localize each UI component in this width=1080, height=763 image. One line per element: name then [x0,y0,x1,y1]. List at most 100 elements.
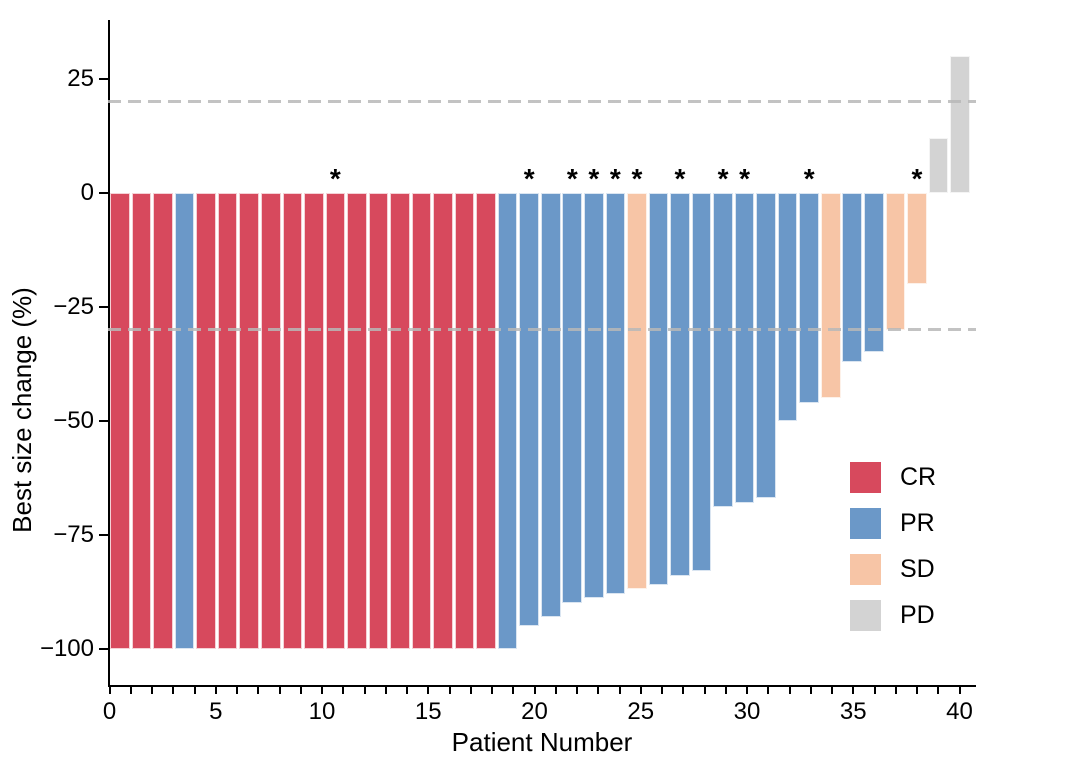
significance-asterisk: * [329,163,341,195]
x-tick [321,685,323,694]
bar-patient-6 [217,193,238,649]
y-tick [99,192,108,195]
x-tick-label: 35 [839,698,867,725]
x-tick-label: 40 [946,698,973,725]
significance-asterisk: * [739,163,751,195]
x-tick [852,685,855,694]
x-tick [767,685,770,694]
x-tick [661,685,663,694]
significance-asterisk: * [588,163,600,195]
y-tick [99,419,108,422]
y-tick-label: −25 [53,292,94,320]
x-tick [958,685,961,694]
x-tick-label: 0 [102,698,117,725]
legend-swatch-cr [850,462,881,493]
bar-patient-37 [885,193,906,330]
y-tick [99,78,108,81]
x-tick [214,685,217,694]
x-tick [554,685,557,694]
x-tick [916,685,918,694]
x-tick-label: 15 [414,698,442,725]
x-tick [384,685,387,694]
x-tick [363,685,366,694]
y-axis-line [108,20,110,687]
x-tick [533,685,536,694]
bar-patient-1 [110,193,130,649]
bar-patient-35 [842,193,863,362]
bar-patient-8 [260,193,281,649]
y-tick-label: −50 [53,406,94,434]
x-tick [172,685,175,694]
bar-patient-33 [799,193,819,403]
x-tick [576,685,578,694]
x-tick [512,685,515,694]
y-tick-label: 0 [80,179,94,207]
bar-patient-3 [153,193,173,649]
x-tick [703,685,706,694]
significance-asterisk: * [523,163,535,195]
x-tick [937,685,940,694]
bar-patient-16 [433,193,453,649]
bar-patient-38 [907,193,927,285]
bar-patient-24 [605,193,626,594]
x-tick [491,685,493,694]
legend-label: PD [900,601,935,629]
bar-patient-23 [584,193,604,599]
bar-patient-40 [950,56,970,194]
legend-swatch-pr [850,508,881,539]
bar-patient-20 [519,193,540,626]
x-tick [682,685,685,694]
x-tick [236,685,238,694]
legend-item-pr: PR [850,508,936,539]
x-tick [448,685,451,694]
y-tick-label: −100 [39,634,94,662]
bar-patient-4 [174,193,195,649]
bar-patient-39 [928,138,949,194]
bar-patient-22 [562,193,583,603]
x-tick [894,685,897,694]
x-tick [618,685,621,694]
x-tick [342,685,345,694]
significance-asterisk: * [609,163,621,195]
legend-label: PR [900,509,935,537]
bar-patient-25 [627,193,647,590]
bar-patient-31 [756,193,776,499]
bar-patient-26 [648,193,669,585]
x-tick-label: 20 [521,698,548,725]
legend-item-sd: SD [850,554,936,585]
y-tick-label: −75 [53,520,94,548]
x-tick [639,685,642,694]
x-tick [257,685,260,694]
bar-patient-14 [390,193,410,649]
bar-patient-15 [411,193,432,649]
x-tick [809,685,812,694]
x-tick [788,685,791,694]
x-tick-label: 25 [627,698,655,725]
legend-swatch-sd [850,554,881,585]
x-tick-label: 5 [209,698,223,725]
significance-asterisk: * [803,163,815,195]
bar-patient-9 [282,193,303,649]
legend-swatch-pd [850,600,881,631]
bar-patient-5 [196,193,216,649]
significance-asterisk: * [631,163,643,195]
x-tick-label: 10 [308,698,336,725]
x-axis-line [108,685,976,687]
bar-patient-32 [777,193,798,421]
x-tick [151,685,153,694]
legend-item-cr: CR [850,462,936,493]
bar-patient-28 [691,193,712,572]
bar-patient-17 [454,193,475,649]
legend: CR PR SD PD [850,462,936,646]
bar-patient-34 [820,193,841,399]
x-tick [193,685,196,694]
x-tick [873,685,876,694]
bar-patient-13 [368,193,389,649]
x-tick [427,685,430,694]
x-tick [129,685,132,694]
significance-asterisk: * [566,163,578,195]
bar-patient-10 [304,193,324,649]
y-tick [99,533,108,536]
bar-patient-21 [540,193,561,617]
